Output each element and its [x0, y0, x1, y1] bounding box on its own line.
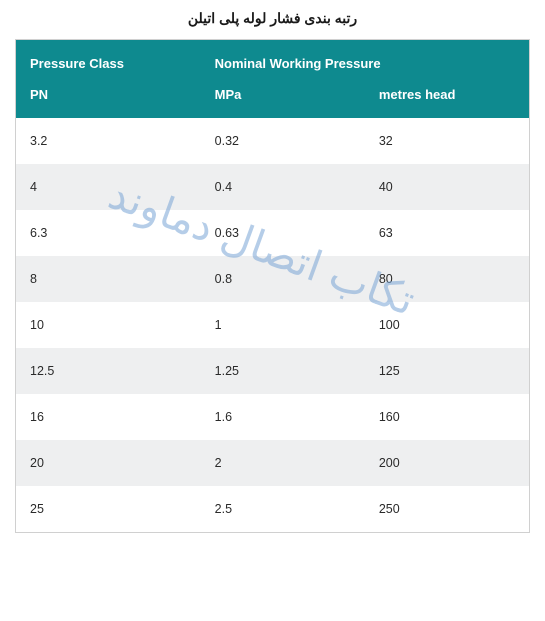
header-pn: PN	[16, 79, 201, 118]
cell-pn: 25	[16, 486, 201, 532]
cell-m: 250	[365, 486, 529, 532]
header-mpa: MPa	[201, 79, 365, 118]
cell-mpa: 0.4	[201, 164, 365, 210]
header-pressure-class: Pressure Class	[16, 40, 201, 79]
table-body: 3.20.323240.4406.30.636380.88010110012.5…	[16, 118, 529, 532]
cell-m: 40	[365, 164, 529, 210]
cell-mpa: 2.5	[201, 486, 365, 532]
cell-pn: 20	[16, 440, 201, 486]
header-nominal-working-pressure: Nominal Working Pressure	[201, 40, 529, 79]
cell-m: 125	[365, 348, 529, 394]
cell-mpa: 1.25	[201, 348, 365, 394]
cell-pn: 8	[16, 256, 201, 302]
table-container: Pressure Class Nominal Working Pressure …	[15, 39, 530, 533]
cell-m: 63	[365, 210, 529, 256]
table-row: 6.30.6363	[16, 210, 529, 256]
cell-m: 80	[365, 256, 529, 302]
table-row: 3.20.3232	[16, 118, 529, 164]
cell-mpa: 1.6	[201, 394, 365, 440]
cell-pn: 16	[16, 394, 201, 440]
table-row: 101100	[16, 302, 529, 348]
cell-mpa: 2	[201, 440, 365, 486]
table-row: 40.440	[16, 164, 529, 210]
cell-pn: 12.5	[16, 348, 201, 394]
header-group-row: Pressure Class Nominal Working Pressure	[16, 40, 529, 79]
cell-m: 200	[365, 440, 529, 486]
cell-mpa: 1	[201, 302, 365, 348]
cell-pn: 10	[16, 302, 201, 348]
table-row: 202200	[16, 440, 529, 486]
cell-pn: 6.3	[16, 210, 201, 256]
cell-mpa: 0.63	[201, 210, 365, 256]
table-row: 80.880	[16, 256, 529, 302]
table-header: Pressure Class Nominal Working Pressure …	[16, 40, 529, 118]
cell-pn: 3.2	[16, 118, 201, 164]
page-title: رتبه بندی فشار لوله پلی اتیلن	[15, 10, 530, 27]
table-row: 161.6160	[16, 394, 529, 440]
cell-mpa: 0.32	[201, 118, 365, 164]
cell-m: 160	[365, 394, 529, 440]
table-row: 252.5250	[16, 486, 529, 532]
header-metres-head: metres head	[365, 79, 529, 118]
pressure-table: Pressure Class Nominal Working Pressure …	[16, 40, 529, 532]
cell-mpa: 0.8	[201, 256, 365, 302]
cell-pn: 4	[16, 164, 201, 210]
header-sub-row: PN MPa metres head	[16, 79, 529, 118]
table-row: 12.51.25125	[16, 348, 529, 394]
cell-m: 32	[365, 118, 529, 164]
cell-m: 100	[365, 302, 529, 348]
